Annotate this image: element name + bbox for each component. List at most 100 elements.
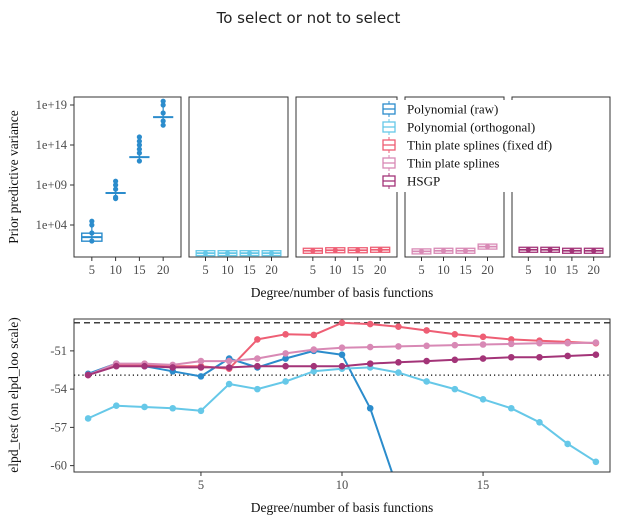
- series-poly_orth: [84, 364, 600, 466]
- data-point: [338, 319, 346, 327]
- x-tick-label: 15: [459, 263, 472, 277]
- data-point: [254, 355, 261, 362]
- data-point: [484, 243, 491, 250]
- x-tick-label: 15: [566, 263, 579, 277]
- legend-label: Thin plate splines (fixed df): [407, 138, 552, 153]
- data-point: [451, 331, 459, 338]
- data-point: [395, 359, 402, 366]
- data-point: [282, 378, 289, 385]
- data-point: [310, 362, 318, 370]
- data-point: [592, 351, 600, 359]
- data-point: [366, 360, 374, 367]
- data-point: [507, 340, 515, 348]
- data-point: [136, 138, 142, 144]
- data-point: [451, 341, 459, 349]
- data-point: [423, 327, 430, 334]
- x-tick-label: 5: [89, 263, 95, 277]
- data-point: [136, 134, 142, 140]
- x-tick-label: 10: [109, 263, 122, 277]
- x-tick-label: 20: [481, 263, 494, 277]
- plot-frame: [73, 318, 611, 473]
- data-point: [332, 247, 338, 253]
- data-point: [141, 362, 148, 370]
- legend-item-tps: Thin plate splines: [382, 155, 499, 171]
- x-axis-title: Degree/number of basis functions: [251, 500, 434, 515]
- data-point: [564, 440, 571, 448]
- data-point: [310, 367, 318, 375]
- data-point: [479, 396, 487, 403]
- data-point: [462, 248, 469, 254]
- y-tick-label: -51: [50, 344, 67, 358]
- panel-poly_raw: 5 10 15 20: [73, 96, 182, 277]
- data-point: [160, 102, 166, 108]
- data-point: [89, 218, 95, 224]
- data-point: [479, 333, 487, 341]
- x-tick-label: 10: [336, 478, 349, 492]
- data-point: [84, 415, 92, 422]
- data-point: [366, 343, 374, 351]
- data-point: [197, 407, 205, 415]
- data-point: [536, 339, 543, 347]
- data-point: [282, 355, 289, 362]
- y-tick-label: 1e+04: [36, 218, 68, 232]
- legend-label: Polynomial (orthogonal): [407, 120, 535, 135]
- x-tick-label: 5: [418, 263, 424, 277]
- legend-item-tps_fixed: Thin plate splines (fixed df): [382, 137, 552, 153]
- y-axis-title: elpd_test (on elpd_loo scale): [6, 317, 21, 473]
- data-point: [564, 339, 571, 347]
- series-line: [87, 366, 597, 463]
- data-point: [310, 248, 316, 254]
- chart-title: To select or not to select: [216, 9, 401, 27]
- data-point: [89, 222, 95, 228]
- data-point: [395, 343, 402, 350]
- data-point: [592, 458, 600, 466]
- y-tick-label: -54: [50, 382, 67, 396]
- legend-background: [380, 100, 600, 192]
- legend-item-poly_orth: Polynomial (orthogonal): [382, 119, 535, 135]
- series-hsgp: [84, 351, 600, 379]
- x-axis-title: Degree/number of basis functions: [251, 285, 434, 300]
- data-point: [418, 248, 425, 255]
- data-point: [113, 362, 120, 370]
- y-tick-label: 1e+19: [36, 98, 67, 112]
- data-point: [84, 371, 92, 379]
- data-point: [160, 122, 166, 128]
- data-point: [202, 250, 209, 256]
- data-point: [451, 356, 459, 364]
- data-point: [254, 385, 261, 393]
- data-point: [525, 247, 531, 253]
- x-tick-label: 10: [221, 263, 234, 277]
- legend-item-poly_raw: Polynomial (raw): [382, 101, 498, 117]
- data-point: [89, 230, 95, 236]
- legend-label: Thin plate splines: [407, 156, 499, 171]
- series-tps: [84, 339, 600, 379]
- data-point: [136, 146, 142, 152]
- x-tick-label: 5: [198, 478, 204, 492]
- data-point: [160, 98, 166, 104]
- data-point: [591, 248, 597, 254]
- data-point: [395, 323, 402, 330]
- data-point: [310, 331, 318, 339]
- data-point: [547, 247, 553, 253]
- data-point: [89, 238, 95, 244]
- data-point: [197, 373, 205, 380]
- x-tick-label: 10: [437, 263, 450, 277]
- data-point: [254, 336, 261, 343]
- panel-frame: [73, 96, 182, 258]
- x-tick-label: 20: [157, 263, 170, 277]
- data-point: [225, 364, 233, 371]
- x-tick-label: 15: [477, 478, 490, 492]
- data-point: [160, 118, 166, 124]
- data-point: [507, 404, 515, 412]
- data-point: [395, 488, 402, 495]
- data-point: [113, 402, 120, 410]
- data-point: [197, 357, 205, 365]
- data-point: [246, 250, 253, 256]
- data-point: [113, 186, 119, 192]
- legend-label: Polynomial (raw): [407, 102, 498, 117]
- data-point: [536, 418, 543, 426]
- data-point: [113, 182, 119, 188]
- data-point: [282, 362, 289, 370]
- data-point: [377, 247, 383, 253]
- data-point: [225, 357, 233, 365]
